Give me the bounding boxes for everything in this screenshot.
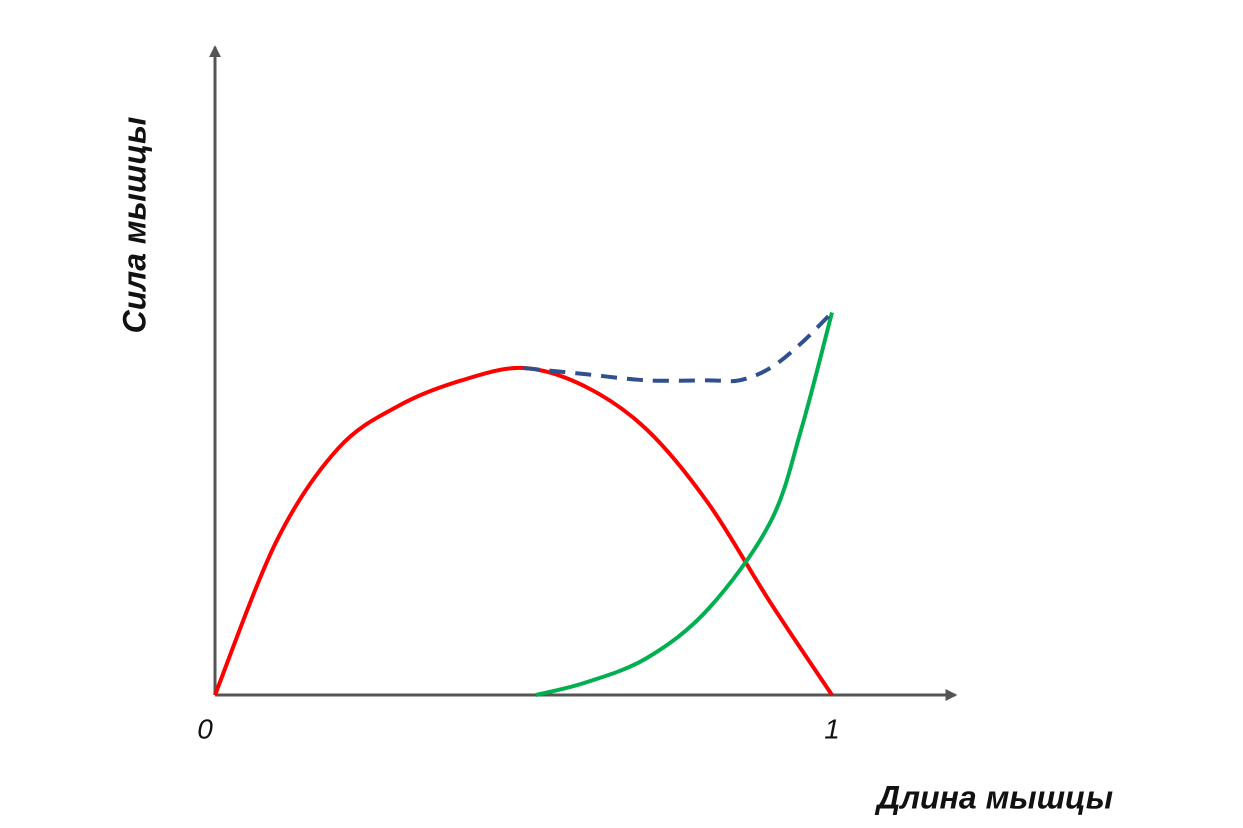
x-axis-label: Длина мышцы: [874, 779, 1113, 815]
y-axis-label: Сила мышцы: [116, 117, 152, 334]
curve: [523, 311, 834, 384]
curve: [213, 365, 834, 697]
x-tick-label: 0: [197, 713, 213, 744]
curve: [535, 311, 834, 697]
x-tick-label: 1: [824, 713, 840, 744]
